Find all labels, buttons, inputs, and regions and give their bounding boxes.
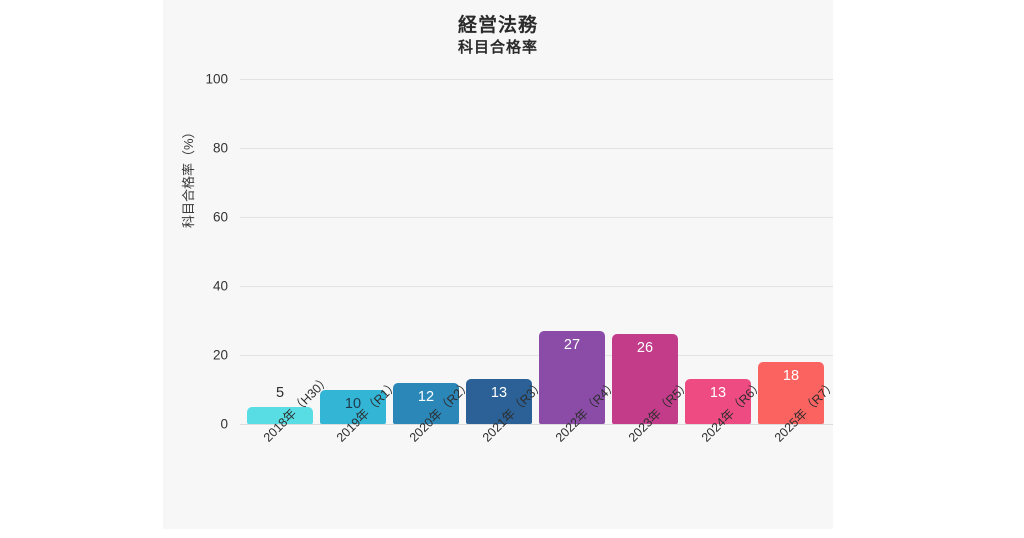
gridline <box>240 79 833 80</box>
y-axis-tick-label: 20 <box>212 347 228 363</box>
bar-value-label: 27 <box>563 336 581 353</box>
gridline <box>240 424 833 425</box>
chart-subtitle: 科目合格率 <box>457 39 538 56</box>
bar[interactable]: 13 <box>466 379 532 424</box>
y-axis-title: 科目合格率（%） <box>181 125 196 228</box>
gridline <box>240 217 833 218</box>
y-axis-tick-label: 40 <box>212 278 228 294</box>
bar[interactable]: 12 <box>393 382 459 424</box>
gridline <box>240 355 833 356</box>
y-axis-tick-label: 0 <box>220 416 228 432</box>
gridline <box>240 148 833 149</box>
bar-value-label: 26 <box>636 340 654 357</box>
gridline <box>240 286 833 287</box>
plot-area: 0 20 40 60 80 100 5 10 12 13 27 26 13 18 <box>205 72 833 432</box>
y-axis-tick-label: 60 <box>212 209 228 225</box>
y-axis-tick-label: 100 <box>205 71 228 87</box>
chart-card: 経営法務 科目合格率 <box>163 0 833 529</box>
chart-title: 経営法務 <box>457 15 538 36</box>
bar-value-label: 18 <box>782 367 800 384</box>
y-axis-tick-label: 80 <box>212 140 228 156</box>
